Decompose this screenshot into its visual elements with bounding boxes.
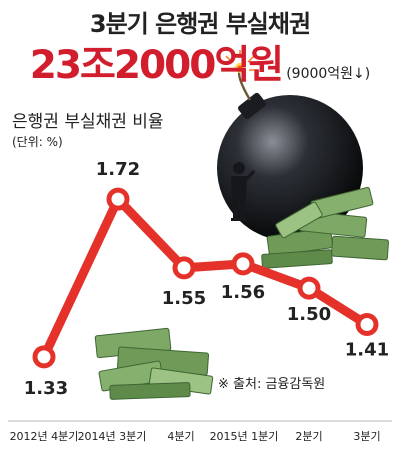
chart-label: 은행권 부실채권 비율 bbox=[12, 112, 164, 132]
data-point bbox=[231, 252, 255, 276]
data-label: 1.72 bbox=[96, 159, 140, 180]
data-point bbox=[355, 313, 379, 337]
data-point bbox=[297, 276, 321, 300]
money-stack-icon bbox=[261, 186, 389, 269]
businessman-icon bbox=[231, 162, 256, 221]
subtitle: 23조2000억원 bbox=[29, 43, 284, 88]
data-point bbox=[32, 345, 56, 369]
x-tick-label: 3분기 bbox=[353, 430, 380, 443]
data-label: 1.55 bbox=[162, 288, 206, 309]
unit-label: (단위: %) bbox=[12, 135, 63, 149]
chart-marks: 1.33 1.72 1.55 1.56 1.50 1.41 2012년 4분기 2014년 3… bbox=[10, 159, 390, 443]
data-point bbox=[172, 256, 196, 280]
data-point bbox=[106, 187, 130, 211]
x-tick-label: 2014년 3분기 bbox=[78, 430, 147, 443]
money-stack-icon bbox=[94, 327, 214, 400]
data-label: 1.41 bbox=[345, 340, 389, 361]
source-note: ※ 출처: 금융감독원 bbox=[218, 377, 326, 392]
x-tick-label: 2분기 bbox=[295, 430, 322, 443]
data-label: 1.33 bbox=[24, 378, 68, 399]
subtitle-note: (9000억원↓) bbox=[286, 66, 371, 82]
x-tick-label: 4분기 bbox=[167, 430, 194, 443]
data-label: 1.56 bbox=[221, 282, 265, 303]
subtitle-row: 23조2000억원 (9000억원↓) bbox=[0, 34, 400, 90]
data-label: 1.50 bbox=[287, 304, 331, 325]
x-tick-label: 2015년 1분기 bbox=[210, 430, 279, 443]
page-title: 3분기 은행권 부실채권 bbox=[89, 10, 311, 38]
x-tick-label: 2012년 4분기 bbox=[10, 430, 79, 443]
